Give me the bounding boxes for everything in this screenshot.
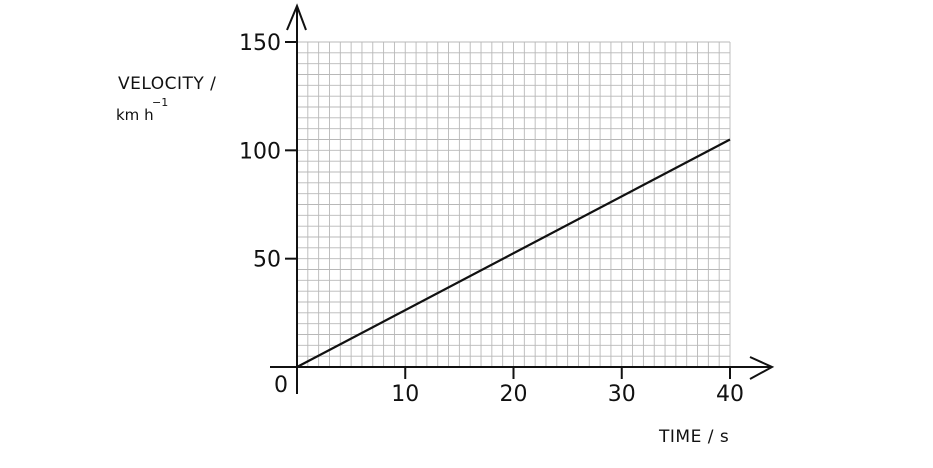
y-tick-label: 150 bbox=[239, 31, 281, 56]
axes bbox=[270, 3, 775, 394]
y-tick-label: 50 bbox=[253, 248, 281, 273]
y-tick-label: 100 bbox=[239, 139, 281, 164]
x-tick-label: 10 bbox=[391, 382, 419, 407]
series-line bbox=[296, 138, 731, 368]
x-axis-label: TIME / s bbox=[658, 427, 729, 447]
grid bbox=[296, 41, 731, 368]
x-tick-label: 20 bbox=[500, 382, 528, 407]
origin-label: 0 bbox=[274, 373, 288, 398]
x-axis-arrow bbox=[749, 356, 775, 380]
y-axis-unit-exponent: −1 bbox=[152, 96, 168, 109]
y-axis-label: VELOCITY / bbox=[118, 74, 216, 94]
series-layer bbox=[296, 138, 731, 368]
tick-labels: 10 20 30 40 50 100 150 bbox=[239, 31, 744, 407]
x-tick-label: 30 bbox=[608, 382, 636, 407]
y-axis-arrow bbox=[286, 3, 307, 31]
x-tick-label: 40 bbox=[716, 382, 744, 407]
y-axis-unit: km h bbox=[116, 106, 154, 124]
